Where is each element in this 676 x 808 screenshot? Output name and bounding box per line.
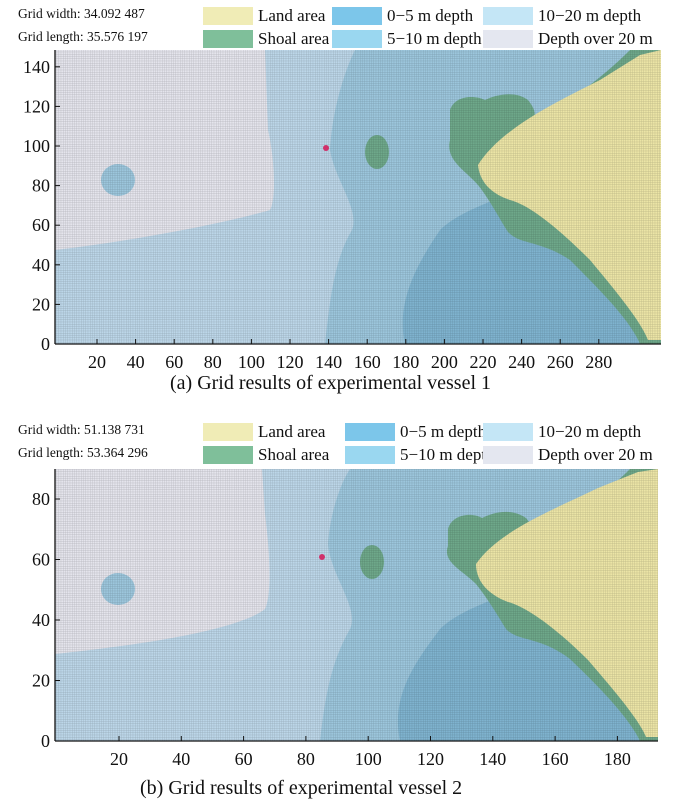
y-tick-label: 100	[23, 136, 50, 156]
x-tick-label: 140	[315, 352, 342, 372]
grid-length-label: Grid length: 53.364 296	[18, 445, 148, 460]
x-tick-label: 60	[235, 749, 253, 769]
d20-swatch	[483, 30, 533, 48]
d0-5-swatch	[332, 7, 382, 25]
legend-shoal-label: Shoal area	[258, 445, 330, 464]
legend-over-20m-label: Depth over 20 m	[538, 29, 653, 48]
axis-ticks-a: 20 40 60 80 100 120 140 160 180 200 220 240 260 280 0 2…	[23, 57, 612, 372]
y-tick-label: 60	[32, 550, 50, 570]
x-tick-label: 120	[277, 352, 304, 372]
legend-5-10m-label: 5−10 m depth	[387, 29, 482, 48]
x-tick-label: 100	[238, 352, 265, 372]
y-tick-label: 80	[32, 489, 50, 509]
x-tick-label: 20	[110, 749, 128, 769]
legend-land-label: Land area	[258, 422, 326, 441]
map-a: 20 40 60 80 100 120 140 160 180 200 220 240 260 280 0 2…	[23, 50, 661, 372]
y-tick-label: 120	[23, 96, 50, 116]
x-tick-label: 180	[392, 352, 419, 372]
y-tick-label: 80	[32, 176, 50, 196]
legend-shoal-label: Shoal area	[258, 29, 330, 48]
legend-10-20m-label: 10−20 m depth	[538, 6, 642, 25]
x-tick-label: 160	[354, 352, 381, 372]
grid-overlay	[55, 50, 661, 344]
x-tick-label: 240	[508, 352, 535, 372]
x-tick-label: 120	[417, 749, 444, 769]
legend-0-5m-label: 0−5 m depth	[387, 6, 474, 25]
grid-length-label: Grid length: 35.576 197	[18, 29, 148, 44]
x-tick-label: 40	[127, 352, 145, 372]
y-tick-label: 40	[32, 255, 50, 275]
x-tick-label: 100	[355, 749, 382, 769]
legend-land-label: Land area	[258, 6, 326, 25]
vessel-marker	[319, 554, 325, 560]
panel-a: Grid width: 34.092 487 Grid length: 35.5…	[18, 6, 661, 394]
d5-10-swatch	[345, 446, 395, 464]
x-tick-label: 180	[604, 749, 631, 769]
axis-ticks-b: 20 40 60 80 100 120 140 160 180 0 20 40 60 80	[32, 489, 631, 769]
x-tick-label: 40	[172, 749, 190, 769]
d0-5-swatch	[345, 423, 395, 441]
y-tick-label: 140	[23, 57, 50, 77]
caption-b: (b) Grid results of experimental vessel …	[140, 777, 463, 799]
caption-a: (a) Grid results of experimental vessel …	[170, 372, 492, 394]
land-swatch	[203, 7, 253, 25]
y-tick-label: 20	[32, 671, 50, 691]
x-tick-label: 80	[204, 352, 222, 372]
y-tick-label: 60	[32, 215, 50, 235]
x-tick-label: 80	[297, 749, 315, 769]
x-tick-label: 220	[470, 352, 497, 372]
panel-b: Grid width: 51.138 731 Grid length: 53.3…	[0, 404, 676, 808]
x-tick-label: 200	[431, 352, 458, 372]
y-tick-label: 0	[41, 334, 50, 354]
d5-10-swatch	[332, 30, 382, 48]
shoal-swatch	[203, 30, 253, 48]
legend-0-5m-label: 0−5 m depth	[400, 422, 487, 441]
x-tick-label: 280	[585, 352, 612, 372]
land-swatch	[203, 423, 253, 441]
x-tick-label: 140	[479, 749, 506, 769]
y-tick-label: 40	[32, 610, 50, 630]
x-tick-label: 160	[542, 749, 569, 769]
legend-5-10m-label: 5−10 m depth	[400, 445, 495, 464]
map-b: 20 40 60 80 100 120 140 160 180 0 20 40 60 80	[32, 469, 658, 769]
legend-10-20m-label: 10−20 m depth	[538, 422, 642, 441]
grid-overlay	[55, 469, 658, 741]
y-tick-label: 0	[41, 731, 50, 751]
d10-20-swatch	[483, 423, 533, 441]
y-tick-label: 20	[32, 294, 50, 314]
legend-over-20m-label: Depth over 20 m	[538, 445, 653, 464]
vessel-marker	[323, 145, 329, 151]
grid-width-label: Grid width: 34.092 487	[18, 6, 145, 21]
shoal-swatch	[203, 446, 253, 464]
grid-width-label: Grid width: 51.138 731	[18, 422, 145, 437]
d20-swatch	[483, 446, 533, 464]
x-tick-label: 60	[165, 352, 183, 372]
d10-20-swatch	[483, 7, 533, 25]
x-tick-label: 260	[547, 352, 574, 372]
x-tick-label: 20	[88, 352, 106, 372]
